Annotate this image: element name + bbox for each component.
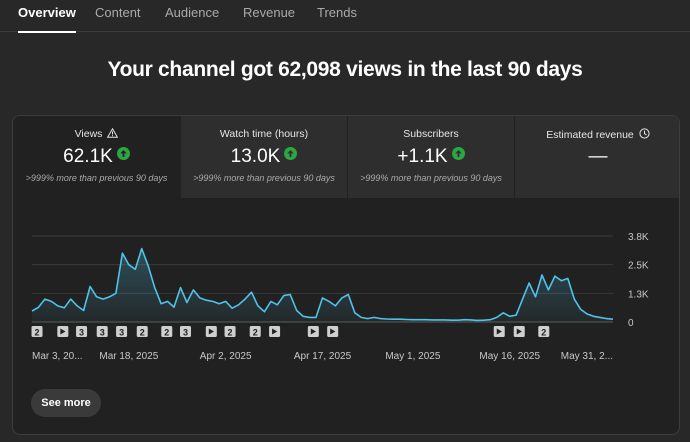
x-tick-label: May 16, 2025 — [479, 351, 540, 362]
y-tick-label: 0 — [628, 318, 634, 329]
metric-value: +1.1K — [397, 146, 448, 167]
upload-count-marker — [31, 326, 43, 337]
y-tick-label: 2.5K — [628, 261, 649, 272]
analytics-card: Views 62.1K >999% more than previous 90 … — [12, 115, 680, 435]
see-more-button[interactable]: See more — [31, 389, 101, 417]
metric-comparison: >999% more than previous 90 days — [360, 173, 502, 183]
metric-label-row: Views — [13, 127, 180, 141]
page-headline: Your channel got 62,098 views in the las… — [107, 58, 583, 81]
metric-card-revenue[interactable]: Estimated revenue — — [515, 116, 679, 198]
marker-count: 3 — [100, 327, 105, 337]
views-area — [32, 248, 613, 322]
upload-count-marker — [96, 326, 108, 337]
views-line — [31, 247, 614, 322]
marker-count: 2 — [253, 327, 258, 337]
metric-card-views[interactable]: Views 62.1K >999% more than previous 90 … — [13, 116, 180, 198]
metric-value: 13.0K — [230, 146, 281, 167]
marker-count: 3 — [183, 327, 188, 337]
marker-count: 2 — [164, 327, 169, 337]
metric-comparison: >999% more than previous 90 days — [25, 173, 168, 183]
y-tick-label: 1.3K — [628, 289, 649, 300]
tab-audience[interactable]: Audience — [165, 5, 220, 20]
metric-label: Subscribers — [403, 128, 459, 140]
x-tick-label: Mar 3, 20... — [32, 351, 83, 362]
marker-count: 3 — [79, 327, 84, 337]
metric-label: Estimated revenue — [546, 129, 634, 141]
upload-count-marker — [179, 326, 191, 337]
metric-label-row: Estimated revenue — [515, 128, 679, 142]
metric-value: 62.1K — [63, 146, 113, 167]
tab-revenue[interactable]: Revenue — [243, 5, 296, 20]
play-icon — [330, 328, 336, 335]
clock-icon[interactable] — [639, 128, 650, 142]
x-tick-label: May 1, 2025 — [385, 351, 440, 362]
play-icon — [496, 328, 502, 335]
play-icon — [272, 328, 278, 335]
trend-up-icon — [116, 147, 130, 160]
play-icon — [208, 328, 215, 335]
metric-card-watch-time[interactable]: Watch time (hours) 13.0K >999% more than… — [181, 116, 347, 198]
metric-tabs: Views 62.1K >999% more than previous 90 … — [13, 116, 679, 198]
views-chart: 0 1.3K 2.5K 3.8K 2 3 3 3 2 2 3 2 2 2 Mar 3, 20... Mar 1… — [31, 232, 649, 362]
upload-count-marker — [136, 326, 148, 337]
upload-count-marker — [116, 326, 128, 337]
marker-count: 2 — [140, 327, 145, 337]
y-tick-label: 3.8K — [628, 232, 649, 243]
upload-count-marker — [224, 326, 236, 337]
x-tick-label: Mar 18, 2025 — [99, 351, 158, 362]
marker-count: 3 — [119, 327, 124, 337]
metric-comparison: >999% more than previous 90 days — [193, 173, 335, 183]
play-icon — [310, 328, 317, 335]
play-icon — [516, 328, 522, 335]
metric-label: Watch time (hours) — [219, 128, 309, 140]
warning-icon[interactable] — [107, 127, 119, 141]
x-tick-label: Apr 17, 2025 — [294, 351, 352, 362]
tab-overview[interactable]: Overview — [18, 6, 76, 33]
metric-value-row: +1.1K — [348, 146, 514, 168]
trend-up-icon — [284, 147, 298, 160]
upload-count-marker — [76, 326, 88, 337]
metric-label: Views — [74, 128, 103, 140]
upload-count-marker — [538, 326, 550, 337]
upload-count-marker — [161, 326, 173, 337]
x-tick-label: May 31, 2... — [561, 351, 613, 362]
marker-count: 2 — [541, 327, 546, 337]
marker-count: 2 — [35, 327, 40, 337]
x-tick-label: Apr 2, 2025 — [200, 351, 252, 362]
trend-up-icon — [451, 147, 465, 160]
tab-trends[interactable]: Trends — [317, 5, 357, 20]
metric-value-row: 62.1K — [13, 146, 180, 168]
metric-value-row: 13.0K — [181, 146, 347, 168]
play-icon — [60, 328, 66, 335]
upload-count-marker — [249, 326, 261, 337]
metric-card-subscribers[interactable]: Subscribers +1.1K >999% more than previo… — [348, 116, 514, 198]
tab-bar: Overview Content Audience Revenue Trends — [0, 0, 690, 33]
marker-count: 2 — [228, 327, 233, 337]
tab-content[interactable]: Content — [95, 5, 141, 20]
metric-value: — — [588, 146, 608, 167]
